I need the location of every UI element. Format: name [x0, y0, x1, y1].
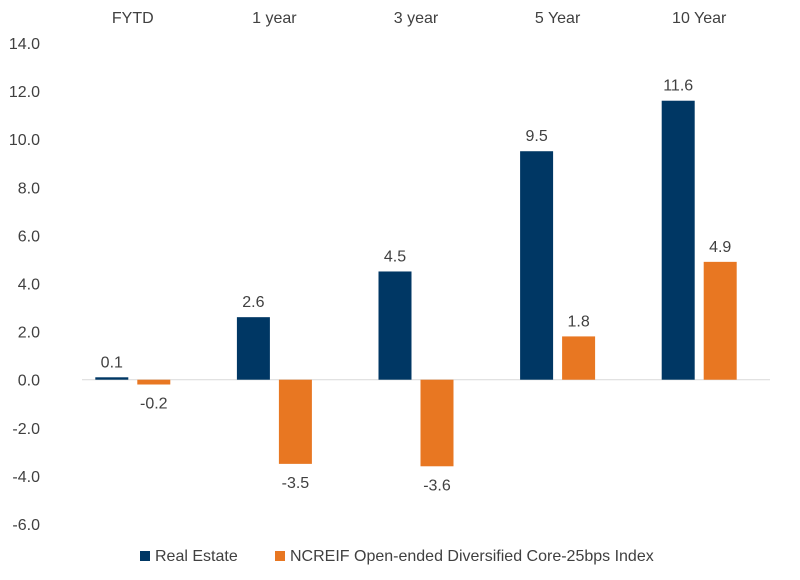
category-label: 5 Year: [535, 10, 581, 27]
y-tick-label: 14.0: [9, 36, 40, 53]
legend-swatch: [275, 551, 285, 561]
y-tick-label: 4.0: [18, 277, 40, 294]
data-label: -3.6: [423, 477, 451, 494]
legend-label: NCREIF Open-ended Diversified Core-25bps…: [290, 548, 654, 565]
data-label: 4.5: [384, 248, 406, 265]
category-label: FYTD: [112, 10, 154, 27]
bar-real-estate: [236, 317, 270, 380]
category-label: 10 Year: [672, 10, 727, 27]
bar-real-estate: [520, 151, 554, 380]
category-axis: FYTD 1 year 3 year 5 Year 10 Year: [112, 10, 727, 27]
data-label: -0.2: [140, 396, 168, 413]
y-axis: 14.0 12.0 10.0 8.0 6.0 4.0 2.0 0.0 -2.0 -4.0 -6.0: [9, 36, 40, 534]
bar-ncreif-index: [420, 379, 454, 467]
data-label: 1.8: [567, 313, 589, 330]
data-label: 11.6: [663, 78, 693, 95]
bar-ncreif-index: [562, 336, 596, 380]
data-label: 0.1: [101, 354, 123, 371]
y-tick-label: -2.0: [12, 421, 40, 438]
legend: Real Estate NCREIF Open-ended Diversified…: [140, 548, 654, 565]
data-labels: 0.1 -0.2 2.6 -3.5 4.5 -3.6 9.5 1.8 11.6 4.9: [101, 78, 732, 495]
category-label: 3 year: [394, 10, 439, 27]
legend-label: Real Estate: [155, 548, 238, 565]
y-tick-label: -4.0: [12, 469, 40, 486]
data-label: -3.5: [282, 475, 310, 492]
data-label: 2.6: [242, 294, 264, 311]
y-tick-label: 2.0: [18, 325, 40, 342]
bar-ncreif-index: [137, 379, 171, 385]
y-tick-label: 10.0: [9, 132, 40, 149]
legend-swatch: [140, 551, 150, 561]
bar-real-estate: [378, 271, 412, 380]
bar-real-estate: [661, 100, 695, 380]
y-tick-label: 0.0: [18, 373, 40, 390]
y-tick-label: -6.0: [12, 517, 40, 534]
data-label: 9.5: [525, 128, 547, 145]
bar-ncreif-index: [703, 261, 737, 380]
y-tick-label: 12.0: [9, 84, 40, 101]
y-tick-label: 8.0: [18, 180, 40, 197]
category-label: 1 year: [252, 10, 297, 27]
y-tick-label: 6.0: [18, 228, 40, 245]
bars: [95, 100, 737, 467]
bar-ncreif-index: [278, 379, 312, 464]
data-label: 4.9: [709, 239, 731, 256]
bar-real-estate: [95, 377, 129, 380]
